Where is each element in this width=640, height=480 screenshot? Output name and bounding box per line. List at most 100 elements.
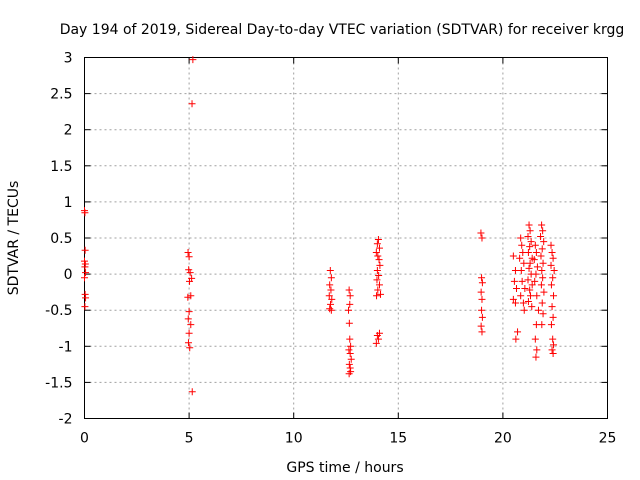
data-point xyxy=(184,315,192,323)
data-point xyxy=(531,277,539,285)
data-point xyxy=(326,305,334,313)
data-point xyxy=(524,298,532,306)
data-point xyxy=(531,241,539,249)
data-point xyxy=(524,248,532,256)
data-point xyxy=(509,252,517,260)
data-point xyxy=(525,264,533,272)
data-point xyxy=(509,295,517,303)
data-point xyxy=(478,306,486,314)
data-point xyxy=(374,235,382,243)
data-point xyxy=(549,350,557,358)
data-point xyxy=(477,322,485,330)
data-point xyxy=(478,328,486,336)
data-point xyxy=(347,342,355,350)
data-point xyxy=(477,229,485,237)
data-point xyxy=(540,288,548,296)
data-point xyxy=(548,248,556,256)
data-point xyxy=(519,299,527,307)
data-point xyxy=(547,281,555,289)
data-point xyxy=(510,277,518,285)
data-point xyxy=(528,303,536,311)
y-tick-label: -1 xyxy=(59,339,73,355)
data-point xyxy=(517,292,525,300)
data-point xyxy=(346,300,354,308)
data-point xyxy=(327,286,335,294)
data-point xyxy=(188,100,196,108)
data-point xyxy=(478,295,486,303)
data-point xyxy=(374,335,382,343)
data-point xyxy=(375,281,383,289)
y-tick-label: 1 xyxy=(64,195,73,211)
data-point xyxy=(539,274,547,282)
data-point xyxy=(549,313,557,321)
data-point xyxy=(81,303,89,311)
y-tick-label: -0.5 xyxy=(45,303,72,319)
data-point xyxy=(521,285,529,293)
data-point xyxy=(81,209,89,217)
data-point xyxy=(518,241,526,249)
data-point xyxy=(326,266,334,274)
data-point xyxy=(186,344,194,352)
data-point xyxy=(347,355,355,363)
data-point xyxy=(550,341,558,349)
data-point xyxy=(345,346,353,354)
y-tick-label: 3 xyxy=(64,51,73,67)
data-point xyxy=(533,346,541,354)
data-point xyxy=(533,263,541,271)
data-point xyxy=(526,227,534,235)
data-point xyxy=(537,281,545,289)
data-point xyxy=(186,269,194,277)
data-point xyxy=(327,300,335,308)
data-point xyxy=(532,270,540,278)
data-point xyxy=(531,335,539,343)
data-point xyxy=(81,246,89,254)
data-point xyxy=(517,266,525,274)
data-point xyxy=(537,233,545,241)
data-point xyxy=(345,319,353,327)
data-point xyxy=(184,339,192,347)
data-point xyxy=(346,335,354,343)
data-point xyxy=(189,56,197,64)
data-point xyxy=(511,299,519,307)
data-points xyxy=(81,56,558,396)
data-point xyxy=(325,292,333,300)
data-point xyxy=(517,234,525,242)
data-point xyxy=(375,256,383,264)
x-tick-label: 20 xyxy=(494,431,512,447)
data-point xyxy=(514,328,522,336)
data-point xyxy=(520,306,528,314)
data-point xyxy=(538,299,546,307)
data-point xyxy=(326,281,334,289)
data-point xyxy=(548,303,556,311)
data-point xyxy=(538,266,546,274)
data-point xyxy=(327,306,335,314)
data-point xyxy=(188,388,196,396)
data-point xyxy=(537,252,545,260)
data-point xyxy=(373,266,381,274)
data-point xyxy=(185,329,193,337)
data-point xyxy=(345,286,353,294)
data-point xyxy=(548,346,556,354)
data-point xyxy=(327,274,335,282)
data-point xyxy=(375,244,383,252)
data-point xyxy=(372,248,380,256)
data-point xyxy=(345,370,353,378)
data-point xyxy=(372,339,380,347)
data-point xyxy=(477,288,485,296)
data-point xyxy=(187,321,195,329)
data-point xyxy=(533,292,541,300)
data-point xyxy=(346,292,354,300)
x-axis-label: GPS time / hours xyxy=(286,460,403,476)
data-point xyxy=(538,221,546,229)
data-point xyxy=(82,294,90,302)
y-tick-label: -1.5 xyxy=(45,375,72,391)
data-point xyxy=(547,261,555,269)
data-point xyxy=(526,259,534,267)
data-point xyxy=(527,292,535,300)
data-point xyxy=(511,266,519,274)
y-tick-label: 0.5 xyxy=(50,231,72,247)
data-point xyxy=(512,285,520,293)
data-point xyxy=(478,234,486,242)
data-point xyxy=(81,274,88,282)
